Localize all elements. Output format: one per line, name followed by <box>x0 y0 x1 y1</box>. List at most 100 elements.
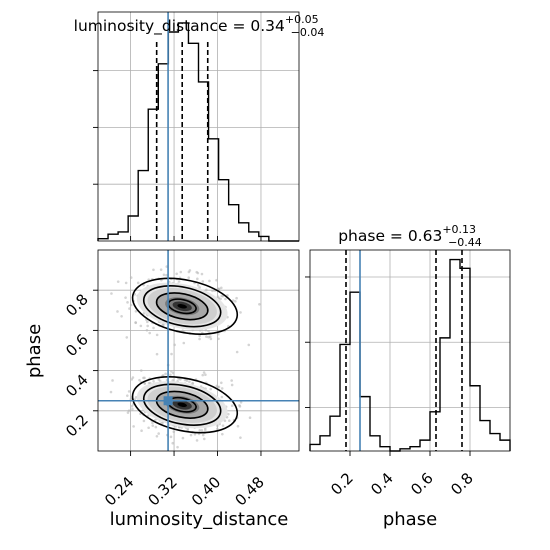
contour-1-1 <box>142 383 222 426</box>
panel-2d-density: 0.24 0.32 0.40 0.48 0.2 0.4 0.6 0.8 phase lumi… <box>24 249 300 530</box>
sample-point <box>219 297 222 301</box>
density-level-1-5 <box>177 402 188 407</box>
luminosity-distance-tick-label: 0.40 <box>188 473 224 509</box>
sample-point <box>175 272 178 276</box>
sample-point <box>134 321 137 324</box>
sample-point <box>152 326 155 330</box>
sample-point <box>159 268 163 271</box>
sample-point <box>196 277 199 281</box>
sample-point <box>173 343 176 347</box>
phase-x-tick-label: 0.6 <box>407 469 437 499</box>
sample-point <box>147 381 151 385</box>
sample-point <box>146 414 150 417</box>
sample-point <box>202 371 206 374</box>
luminosity-distance-title-minus: −0.04 <box>291 26 325 39</box>
sample-point <box>220 381 223 385</box>
sample-point <box>124 281 128 285</box>
sample-point <box>205 335 208 338</box>
panel-10-y-ticks: 0.2 0.4 0.6 0.8 <box>62 289 98 440</box>
sample-point <box>234 300 237 303</box>
phase-quantile-lines <box>345 250 463 451</box>
sample-point <box>230 383 234 387</box>
sample-point <box>191 382 195 385</box>
contour-1-0 <box>131 376 239 434</box>
phase-title: phase = 0.63+0.13 −0.44 <box>338 223 482 249</box>
panel-11-x-ticks: 0.2 0.4 0.6 0.8 <box>327 451 477 499</box>
sample-point <box>129 303 133 307</box>
panel-00-y-ticks <box>93 70 262 241</box>
phase-title-plus: +0.13 <box>442 223 476 236</box>
sample-point <box>170 370 173 373</box>
sample-point <box>227 324 230 328</box>
sample-point <box>187 276 191 279</box>
sample-point <box>204 373 207 377</box>
sample-point <box>207 335 210 339</box>
panel-00-frame <box>97 11 300 242</box>
sample-point <box>152 268 155 272</box>
sample-point <box>126 411 130 414</box>
sample-point <box>110 292 113 295</box>
sample-point <box>239 436 242 439</box>
sample-point <box>148 331 151 335</box>
sample-point <box>116 310 119 313</box>
phase-title-minus: −0.44 <box>448 236 482 249</box>
sample-point <box>248 416 252 420</box>
panel-11-frame <box>309 249 511 452</box>
luminosity-distance-histogram-steps <box>97 22 299 242</box>
phase-histogram-steps <box>309 258 511 452</box>
sample-point <box>126 394 129 397</box>
sample-point <box>196 283 200 287</box>
sample-point <box>139 324 143 328</box>
panel-10-x-ticks: 0.24 0.32 0.40 0.48 <box>101 451 268 509</box>
luminosity-distance-tick-label: 0.32 <box>145 473 181 509</box>
sample-point <box>131 376 135 379</box>
sample-point <box>220 387 224 390</box>
sample-point <box>151 421 154 425</box>
sample-point <box>136 281 140 285</box>
sample-point <box>146 324 149 328</box>
sample-point <box>209 337 213 341</box>
sample-point <box>224 297 227 301</box>
sample-point <box>165 273 168 277</box>
sample-point <box>164 372 167 376</box>
sample-point <box>131 407 134 411</box>
sample-point <box>247 343 251 347</box>
phase-title-main: phase = 0.63 <box>338 227 442 245</box>
sample-point <box>193 432 197 436</box>
contour-0-2 <box>155 292 209 321</box>
sample-point <box>205 288 208 292</box>
sample-point <box>221 432 224 436</box>
sample-point <box>239 401 243 404</box>
panel-11-y-ticks <box>305 276 310 408</box>
phase-y-tick-label: 0.8 <box>62 290 92 320</box>
sample-point <box>181 329 185 333</box>
phase-y-tick-label: 0.4 <box>62 371 92 401</box>
sample-point <box>143 382 147 385</box>
panel-00-grid <box>98 12 299 241</box>
sample-point <box>235 296 238 300</box>
sample-point <box>171 371 175 375</box>
sample-point <box>211 289 214 293</box>
sample-point <box>142 376 145 380</box>
luminosity-distance-title-plus: +0.05 <box>285 13 319 26</box>
sample-point <box>120 314 123 318</box>
sample-point <box>140 429 143 433</box>
sample-point <box>221 424 225 427</box>
sample-point <box>126 301 129 304</box>
density-level-0-5 <box>177 304 188 309</box>
sample-point <box>219 286 223 290</box>
density-contours <box>131 277 239 434</box>
sample-point <box>189 433 193 437</box>
sample-point <box>258 302 261 306</box>
sample-point <box>215 427 219 431</box>
panel-luminosity-distance-histogram: luminosity_distance = 0.34+0.05 −0.04 <box>74 11 325 242</box>
sample-point <box>198 334 201 338</box>
sample-point <box>127 390 131 393</box>
sample-point <box>220 294 223 298</box>
sample-point <box>198 337 201 341</box>
sample-point <box>157 378 161 381</box>
sample-point <box>216 295 220 298</box>
sample-point <box>154 425 158 429</box>
sample-point <box>188 269 192 272</box>
